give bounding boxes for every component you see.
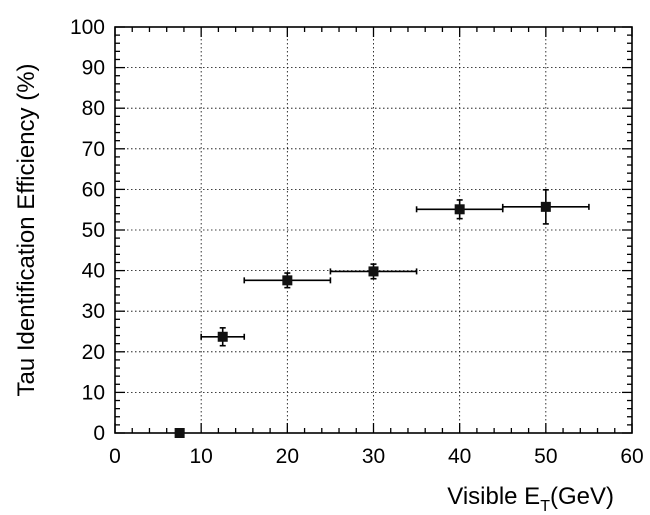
data-point-marker — [540, 201, 551, 212]
x-tick-label: 40 — [448, 445, 471, 468]
data-point-group — [329, 263, 418, 280]
y-axis-title: Tau Identification Efficiency (%) — [13, 63, 40, 396]
x-tick-label: 60 — [620, 445, 643, 468]
y-tick-label: 20 — [82, 341, 105, 364]
y-tick-label: 60 — [82, 178, 105, 201]
y-tick-label: 50 — [82, 219, 105, 242]
x-tick-label: 30 — [362, 445, 385, 468]
data-point-marker — [217, 331, 228, 342]
y-tick-label: 30 — [82, 300, 105, 323]
y-tick-label: 0 — [93, 422, 105, 445]
y-tick-label: 100 — [70, 16, 105, 39]
x-axis-title-main: Visible E — [447, 483, 540, 510]
x-tick-label: 20 — [276, 445, 299, 468]
y-tick-label: 70 — [82, 138, 105, 161]
data-point-group — [415, 199, 504, 220]
data-point-group — [243, 272, 332, 289]
data-points — [174, 189, 590, 438]
x-axis-title-subscript: T — [540, 498, 550, 515]
x-axis-title: Visible ET(GeV) — [447, 483, 614, 515]
y-tick-label: 80 — [82, 97, 105, 120]
y-tick-label: 90 — [82, 57, 105, 80]
data-point-group — [200, 327, 246, 347]
x-tick-label: 10 — [189, 445, 212, 468]
data-point-marker — [174, 428, 185, 438]
x-tick-label: 50 — [534, 445, 557, 468]
y-tick-label: 10 — [82, 381, 105, 404]
data-point-marker — [368, 266, 379, 277]
x-axis-title-unit: (GeV) — [550, 483, 614, 510]
grid — [115, 27, 632, 433]
data-point-group — [501, 189, 590, 225]
data-point-marker — [454, 204, 465, 215]
data-point-marker — [282, 275, 293, 286]
x-tick-labels: 0 10 20 30 40 50 60 — [109, 445, 644, 468]
y-tick-labels: 0 10 20 30 40 50 60 70 80 90 100 — [70, 16, 105, 445]
y-tick-label: 40 — [82, 260, 105, 283]
plot-frame — [114, 26, 633, 434]
data-point-group — [174, 428, 185, 438]
x-tick-label: 0 — [109, 445, 121, 468]
